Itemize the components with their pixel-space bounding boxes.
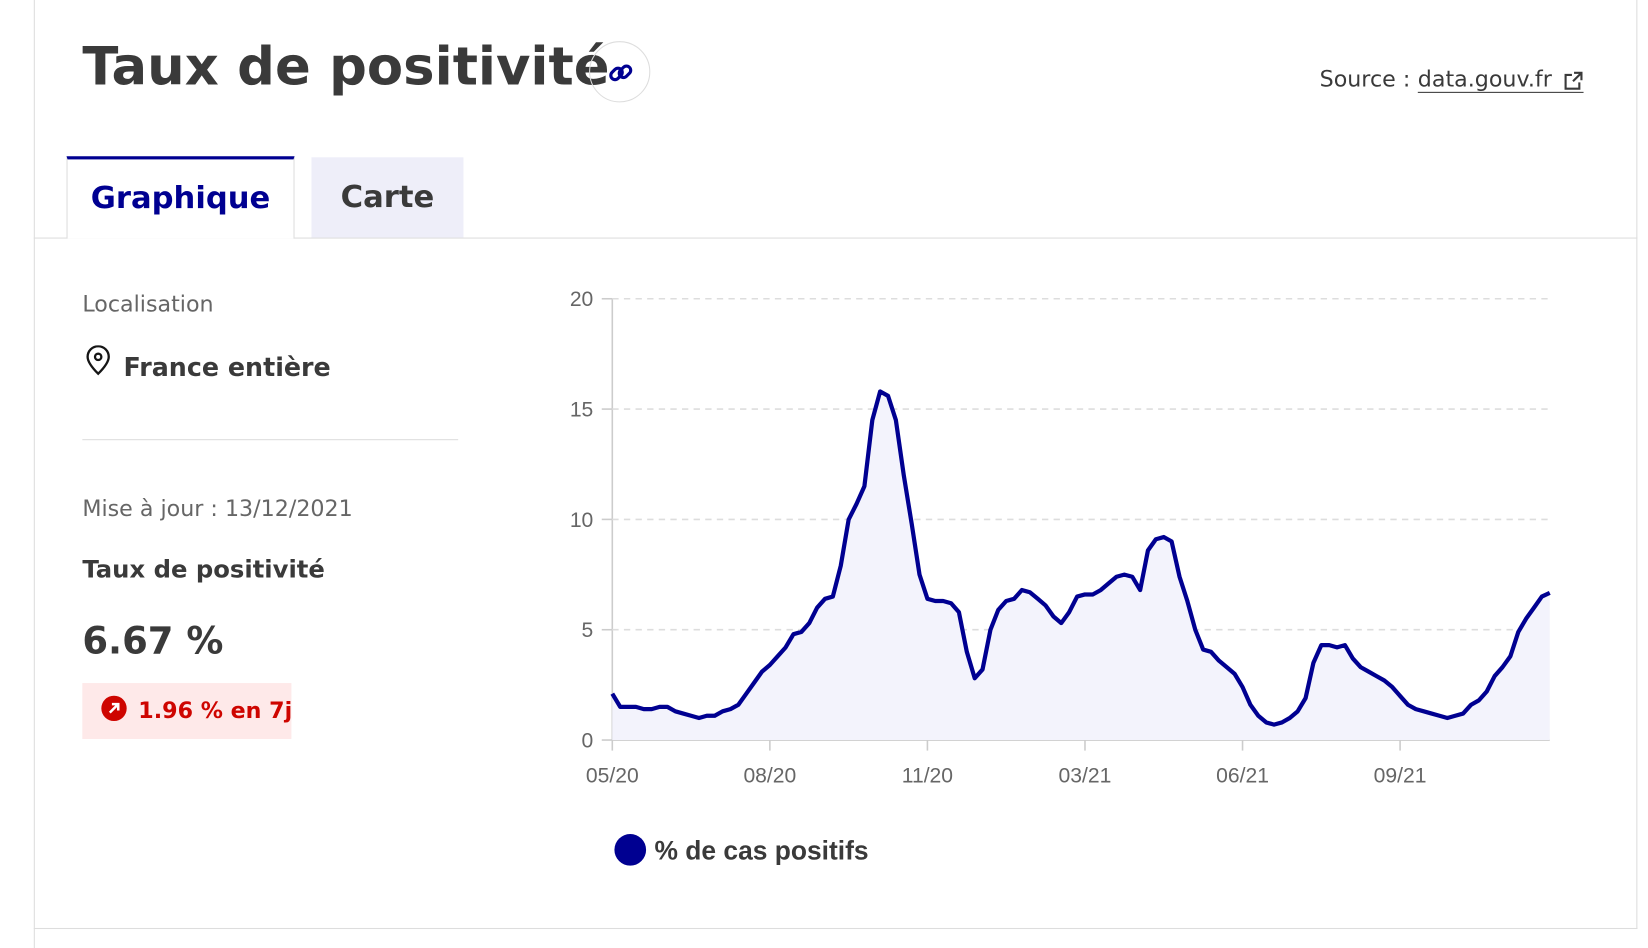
up-icon (101, 695, 127, 722)
y-tick-label: 20 (570, 288, 593, 311)
area (612, 391, 1550, 741)
link-button[interactable] (589, 41, 651, 103)
source-link-text: data.gouv.fr (1417, 66, 1552, 92)
card-border (33, 0, 35, 948)
legend-marker (614, 834, 647, 866)
y-tick-label: 5 (582, 619, 594, 642)
line (610, 389, 1551, 727)
y-tick-label: 0 (582, 729, 594, 752)
pin-icon (86, 345, 110, 376)
y-tick-label: 10 (570, 509, 593, 532)
divider (82, 439, 459, 441)
tab-line (33, 237, 1638, 239)
location: France entière (123, 352, 331, 383)
legend-label: % de cas positifs (655, 835, 869, 865)
card-border (33, 927, 1638, 930)
card-border (1636, 0, 1638, 930)
x-tick-label: 05/20 (586, 764, 639, 787)
x-tick-label: 11/20 (902, 764, 953, 787)
updated: Mise à jour : 13/12/2021 (82, 496, 353, 522)
tab[interactable]: Carte (311, 157, 464, 238)
page-title: Taux de positivité (82, 35, 610, 98)
y-tick-label: 15 (570, 398, 593, 421)
indicator-value: 6.67 % (82, 620, 224, 663)
tab-active[interactable]: Graphique (66, 156, 295, 239)
x-tick-label: 08/20 (743, 764, 796, 787)
change-text: 1.96 % en 7j (138, 697, 293, 724)
x-tick-label: 03/21 (1059, 764, 1112, 787)
change-badge: 1.96 % en 7j (82, 683, 293, 739)
x-tick-label: 09/21 (1374, 764, 1427, 787)
indicator-label: Taux de positivité (82, 556, 325, 584)
source-label: Source : (1319, 66, 1411, 92)
x-tick-label: 06/21 (1216, 764, 1269, 787)
source-link[interactable]: data.gouv.fr (1417, 66, 1584, 93)
link-icon (609, 64, 633, 82)
external-icon (1564, 71, 1583, 90)
location-label: Localisation (82, 291, 214, 317)
